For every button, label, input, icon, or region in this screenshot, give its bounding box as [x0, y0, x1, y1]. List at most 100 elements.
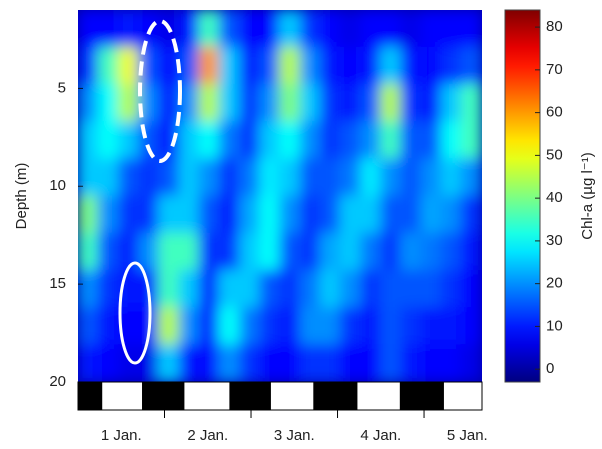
heat-cell: [218, 46, 241, 85]
night-period: [78, 382, 103, 410]
heat-cell: [440, 121, 462, 160]
heat-cell: [239, 46, 261, 85]
heat-cell: [259, 83, 281, 123]
heat-cell: [440, 269, 462, 309]
heat-cell: [178, 83, 200, 123]
colorbar-tick-label: 70: [546, 61, 563, 78]
heat-cell: [198, 344, 220, 382]
heat-cell: [78, 121, 99, 160]
heat-cell: [97, 121, 120, 160]
heat-cell: [319, 121, 341, 160]
heat-cell: [360, 344, 382, 382]
heat-cell: [460, 232, 482, 271]
heat-cell: [78, 307, 99, 346]
heat-cell: [198, 121, 220, 160]
heat-cell: [178, 232, 200, 271]
colorbar-tick-label: 30: [546, 232, 563, 249]
heat-cell: [279, 83, 301, 123]
heat-cell: [118, 121, 140, 160]
heat-cell: [299, 232, 321, 271]
heat-cell: [319, 83, 341, 123]
heat-cell: [420, 195, 442, 234]
heat-cell: [420, 10, 442, 48]
heat-cell: [420, 83, 442, 123]
heat-cell: [97, 195, 120, 234]
x-tick-label: 3 Jan.: [274, 427, 315, 444]
heat-cell: [118, 158, 140, 197]
heat-cell: [360, 46, 382, 85]
heat-cell: [279, 158, 301, 197]
heat-cell: [279, 344, 301, 382]
heat-cell: [400, 232, 422, 271]
heat-cell: [178, 10, 200, 48]
heat-cell: [198, 307, 220, 346]
heat-cell: [157, 195, 180, 234]
heat-cell: [178, 269, 200, 309]
heat-cell: [259, 307, 281, 346]
heat-cell: [239, 10, 261, 48]
heat-cell: [118, 10, 140, 48]
heat-cell: [460, 10, 482, 48]
heat-cell: [339, 158, 362, 197]
heat-cell: [239, 83, 261, 123]
heat-cell: [259, 269, 281, 309]
heat-cell: [360, 195, 382, 234]
heat-cell: [198, 232, 220, 271]
heat-cell: [339, 307, 362, 346]
heat-cell: [440, 232, 462, 271]
annotation-dashed-ellipse: [138, 19, 182, 163]
heat-cell: [460, 195, 482, 234]
heat-cell: [319, 195, 341, 234]
heat-cell: [118, 195, 140, 234]
heat-cell: [299, 83, 321, 123]
heat-cell: [400, 344, 422, 382]
heat-cell: [157, 158, 180, 197]
heat-cell: [259, 344, 281, 382]
heat-cell: [78, 269, 99, 309]
heat-cell: [299, 307, 321, 346]
heat-cell: [97, 344, 120, 382]
heat-cell: [380, 158, 402, 197]
heat-cell: [299, 10, 321, 48]
night-period: [229, 382, 271, 410]
heat-cell: [420, 232, 442, 271]
heat-cell: [198, 83, 220, 123]
heat-cell: [440, 195, 462, 234]
heat-cell: [138, 232, 159, 271]
heat-cell: [138, 344, 159, 382]
heat-cell: [400, 83, 422, 123]
y-tick-label: 10: [49, 177, 66, 194]
colorbar-label: Chl-a (µg l⁻¹): [579, 152, 596, 239]
heat-cell: [198, 46, 220, 85]
heat-cell: [339, 46, 362, 85]
heat-cell: [218, 344, 241, 382]
heat-cell: [118, 344, 140, 382]
heat-cell: [360, 83, 382, 123]
night-period: [142, 382, 185, 410]
x-tick-label: 4 Jan.: [360, 427, 401, 444]
y-tick-label: 15: [49, 275, 66, 292]
heat-cell: [440, 83, 462, 123]
heat-cell: [118, 46, 140, 85]
heat-cell: [460, 121, 482, 160]
heat-cell: [299, 269, 321, 309]
heat-cell: [319, 344, 341, 382]
y-axis-label: Depth (m): [13, 163, 30, 230]
heat-cell: [97, 46, 120, 85]
heat-cell: [157, 269, 180, 309]
heat-cell: [218, 121, 241, 160]
heat-cell: [78, 344, 99, 382]
heat-cell: [400, 269, 422, 309]
heat-cell: [460, 344, 482, 382]
heat-cell: [157, 344, 180, 382]
heat-cell: [218, 195, 241, 234]
heat-cell: [380, 307, 402, 346]
colorbar-tick-label: 40: [546, 189, 563, 206]
heat-cell: [339, 269, 362, 309]
heat-cell: [440, 46, 462, 85]
heat-cell: [420, 307, 442, 346]
heat-cell: [78, 158, 99, 197]
heat-cell: [319, 307, 341, 346]
heat-cell: [339, 195, 362, 234]
heat-cell: [460, 46, 482, 85]
